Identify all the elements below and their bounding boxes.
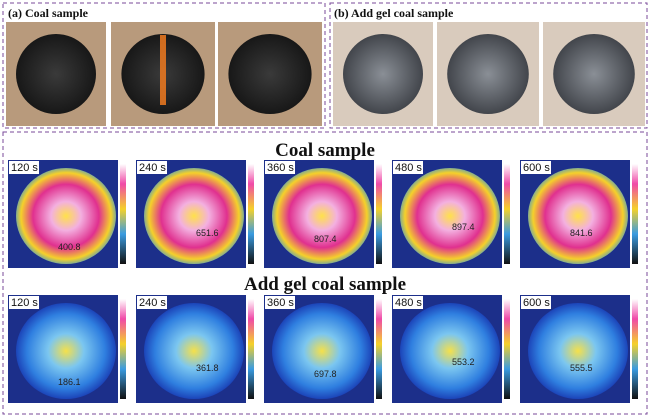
panel-label: (b) Add gel coal sample bbox=[334, 6, 454, 20]
time-label: 600 s bbox=[523, 162, 550, 174]
panel-label: (a) Coal sample bbox=[8, 6, 89, 20]
colorbar bbox=[632, 299, 638, 399]
thermal-sample bbox=[144, 303, 244, 399]
panel-b-border bbox=[329, 2, 648, 129]
time-label: 120 s bbox=[11, 162, 38, 174]
thermal-sample bbox=[528, 168, 628, 264]
thermal-sample bbox=[144, 168, 244, 264]
sample bbox=[447, 34, 529, 114]
sample bbox=[343, 34, 423, 114]
colorbar bbox=[248, 164, 254, 264]
thermal-sample bbox=[400, 303, 500, 399]
time-bg bbox=[393, 161, 423, 174]
time-bg bbox=[521, 296, 551, 309]
thermal-sample bbox=[528, 303, 628, 399]
time-label: 120 s bbox=[11, 297, 38, 309]
temp-label: 807.4 bbox=[314, 234, 337, 244]
time-bg bbox=[9, 161, 39, 174]
thermal-sample bbox=[16, 303, 116, 399]
colorbar bbox=[376, 299, 382, 399]
temp-label: 400.8 bbox=[58, 242, 81, 252]
colorbar bbox=[504, 299, 510, 399]
time-bg bbox=[137, 161, 167, 174]
sample bbox=[228, 34, 312, 114]
panel-a-border bbox=[2, 2, 326, 129]
temp-label: 841.6 bbox=[570, 228, 593, 238]
row-title: Add gel coal sample bbox=[244, 274, 406, 295]
thermal-sample bbox=[16, 168, 116, 264]
temp-label: 553.2 bbox=[452, 357, 475, 367]
row-title: Coal sample bbox=[275, 140, 375, 161]
colorbar bbox=[504, 164, 510, 264]
temp-label: 697.8 bbox=[314, 369, 337, 379]
time-bg bbox=[265, 161, 295, 174]
temp-label: 186.1 bbox=[58, 377, 81, 387]
time-bg bbox=[393, 296, 423, 309]
time-label: 240 s bbox=[139, 297, 166, 309]
time-label: 480 s bbox=[395, 162, 422, 174]
temp-label: 361.8 bbox=[196, 363, 219, 373]
thermal-sample bbox=[272, 168, 372, 264]
colorbar bbox=[376, 164, 382, 264]
temp-label: 897.4 bbox=[452, 222, 475, 232]
temp-label: 555.5 bbox=[570, 363, 593, 373]
sample bbox=[553, 34, 635, 114]
time-bg bbox=[265, 296, 295, 309]
colorbar bbox=[248, 299, 254, 399]
temp-label: 651.6 bbox=[196, 228, 219, 238]
panel-c-border bbox=[2, 131, 648, 415]
colorbar bbox=[120, 164, 126, 264]
colorbar bbox=[632, 164, 638, 264]
thermal-sample bbox=[272, 303, 372, 399]
time-label: 360 s bbox=[267, 297, 294, 309]
time-label: 360 s bbox=[267, 162, 294, 174]
sample bbox=[16, 34, 96, 114]
time-bg bbox=[521, 161, 551, 174]
flame bbox=[160, 35, 166, 105]
time-label: 600 s bbox=[523, 297, 550, 309]
time-bg bbox=[137, 296, 167, 309]
time-bg bbox=[9, 296, 39, 309]
time-label: 480 s bbox=[395, 297, 422, 309]
thermal-sample bbox=[400, 168, 500, 264]
colorbar bbox=[120, 299, 126, 399]
time-label: 240 s bbox=[139, 162, 166, 174]
